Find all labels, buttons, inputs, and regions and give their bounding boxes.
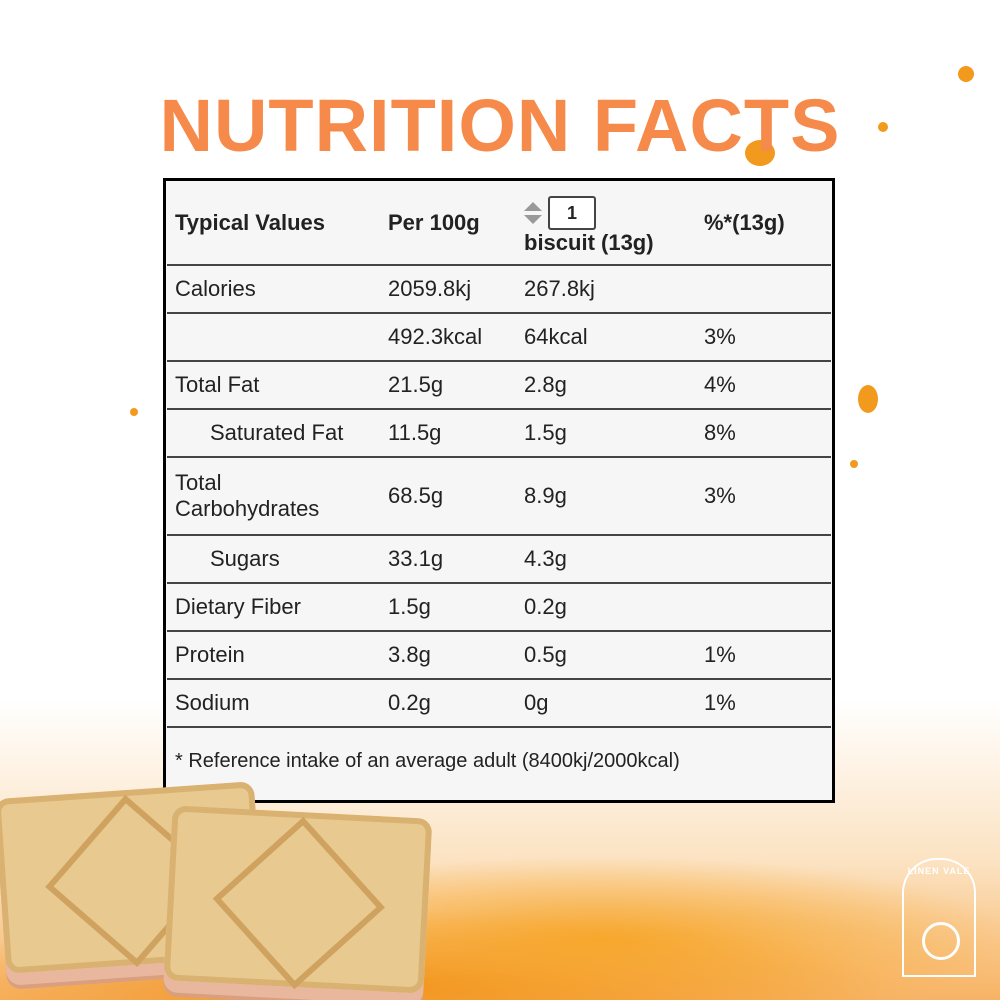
row-label: Dietary Fiber [167,583,380,632]
row-percent [696,265,831,314]
row-serving: 267.8kj [516,265,696,314]
row-label: Sugars [167,535,380,584]
serving-stepper[interactable]: 1 [524,195,596,230]
table-row: Calories 2059.8kj 267.8kj [167,265,831,314]
footnote: * Reference intake of an average adult (… [175,750,680,772]
stepper-arrows[interactable] [524,201,542,224]
row-serving: 0.5g [516,631,696,680]
row-label: Sodium [167,679,380,728]
header-percent: %*(13g) [696,181,831,266]
row-serving: 1.5g [516,409,696,458]
splash-drop [858,385,878,413]
splash-drop [958,66,974,82]
row-serving: 0g [516,679,696,728]
row-percent: 1% [696,679,831,728]
row-per100: 11.5g [380,409,516,458]
decrement-icon[interactable] [524,214,542,224]
serving-quantity-input[interactable]: 1 [548,195,596,230]
watermill-icon [922,922,960,960]
row-label: Calories [167,265,380,314]
row-serving: 0.2g [516,583,696,632]
header-typical-values: Typical Values [167,181,380,266]
row-percent: 3% [696,313,831,362]
row-per100: 492.3kcal [380,313,516,362]
brand-logo: LINEN VALE [902,858,976,977]
row-per100: 1.5g [380,583,516,632]
header-per-100g: Per 100g [380,181,516,266]
brand-logo-text: LINEN VALE [907,866,971,876]
splash-drop [850,460,858,468]
row-percent: 3% [696,457,831,536]
row-serving: 64kcal [516,313,696,362]
row-percent [696,535,831,584]
row-per100: 21.5g [380,361,516,410]
row-label: Saturated Fat [167,409,380,458]
table-row: 492.3kcal 64kcal 3% [167,313,831,362]
row-per100: 3.8g [380,631,516,680]
row-percent: 8% [696,409,831,458]
page-title: NUTRITION FACTS [159,84,841,167]
nutrition-table: Typical Values Per 100g 1 biscuit (13g) … [167,181,831,728]
row-percent: 4% [696,361,831,410]
splash-drop [130,408,138,416]
table-row: Total Fat 21.5g 2.8g 4% [167,361,831,410]
row-label: Total Carbohydrates [167,457,380,536]
table-row: Saturated Fat 11.5g 1.5g 8% [167,409,831,458]
row-per100: 68.5g [380,457,516,536]
row-label: Total Fat [167,361,380,410]
row-label: Protein [167,631,380,680]
nutrition-table-panel: Typical Values Per 100g 1 biscuit (13g) … [163,178,835,803]
table-row: Sugars 33.1g 4.3g [167,535,831,584]
row-per100: 0.2g [380,679,516,728]
table-row: Dietary Fiber 1.5g 0.2g [167,583,831,632]
row-percent [696,583,831,632]
table-row: Total Carbohydrates 68.5g 8.9g 3% [167,457,831,536]
table-row: Protein 3.8g 0.5g 1% [167,631,831,680]
row-serving: 8.9g [516,457,696,536]
serving-label: biscuit (13g) [524,229,654,255]
biscuit-image [163,805,433,994]
increment-icon[interactable] [524,201,542,211]
row-per100: 2059.8kj [380,265,516,314]
table-row: Sodium 0.2g 0g 1% [167,679,831,728]
splash-drop [878,122,888,132]
row-label [167,313,380,362]
header-serving: 1 biscuit (13g) [516,181,696,266]
row-serving: 2.8g [516,361,696,410]
table-header-row: Typical Values Per 100g 1 biscuit (13g) … [167,181,831,266]
row-serving: 4.3g [516,535,696,584]
splash-drop [745,140,775,166]
row-percent: 1% [696,631,831,680]
row-per100: 33.1g [380,535,516,584]
